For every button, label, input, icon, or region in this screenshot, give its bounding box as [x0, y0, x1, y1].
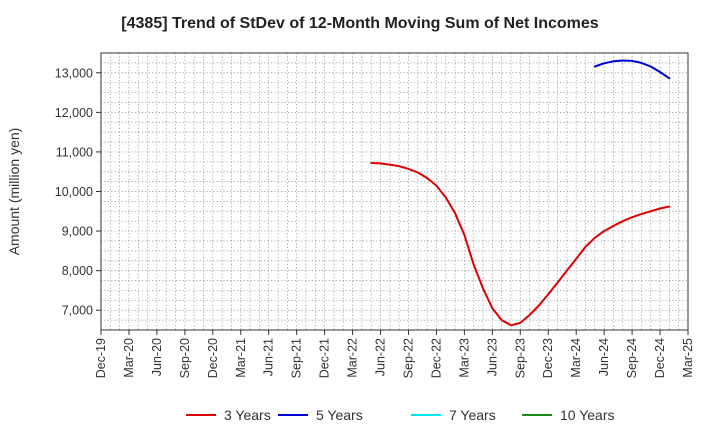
x-tick-label: Mar-20: [122, 338, 136, 378]
x-tick-label: Mar-21: [234, 338, 248, 378]
legend: 3 Years 5 Years 7 Years 10 Years: [186, 407, 615, 423]
y-tick-label: 12,000: [55, 106, 93, 120]
x-tick-label: Jun-22: [374, 338, 388, 376]
legend-label: 5 Years: [316, 407, 363, 423]
x-tick-label: Sep-22: [401, 338, 415, 378]
series-line: [593, 59, 671, 80]
series-line: [370, 162, 671, 327]
y-tick-label: 13,000: [55, 66, 93, 80]
x-tick-label: Dec-22: [429, 338, 443, 378]
x-axis: Dec-19 Mar-20 Jun-20 Sep-20 Dec-20 Mar-21 Jun-…: [94, 330, 695, 378]
x-tick-label: Jun-24: [597, 338, 611, 376]
x-tick-label: Dec-24: [653, 338, 667, 378]
y-tick-label: 11,000: [56, 145, 93, 159]
x-tick-label: Dec-20: [206, 338, 220, 378]
x-tick-label: Mar-22: [346, 338, 360, 378]
x-tick-label: Dec-21: [318, 338, 332, 378]
y-tick-label: 8,000: [62, 264, 93, 278]
x-tick-label: Mar-24: [569, 338, 583, 378]
x-tick-label: Mar-23: [457, 338, 471, 378]
x-tick-label: Jun-23: [485, 338, 499, 376]
x-tick-label: Dec-19: [94, 338, 108, 378]
y-axis-title: Amount (million yen): [6, 128, 22, 256]
series-layer: [370, 59, 671, 327]
legend-label: 7 Years: [449, 407, 496, 423]
chart-title: [4385] Trend of StDev of 12-Month Moving…: [121, 15, 599, 32]
y-tick-label: 7,000: [62, 304, 93, 318]
x-tick-label: Mar-25: [681, 338, 695, 378]
y-tick-label: 9,000: [62, 225, 93, 239]
x-tick-label: Jun-21: [262, 338, 276, 376]
legend-label: 10 Years: [560, 407, 615, 423]
grid-layer: [101, 53, 688, 330]
x-tick-label: Jun-20: [150, 338, 164, 376]
x-tick-label: Sep-23: [513, 338, 527, 378]
x-tick-label: Sep-20: [178, 338, 192, 378]
x-tick-label: Sep-21: [290, 338, 304, 378]
y-axis: 7,000 8,000 9,000 10,000 11,000 12,000 13,000: [55, 66, 101, 318]
x-tick-label: Dec-23: [541, 338, 555, 378]
x-tick-label: Sep-24: [625, 338, 639, 378]
y-tick-label: 10,000: [55, 185, 93, 199]
legend-label: 3 Years: [224, 407, 271, 423]
